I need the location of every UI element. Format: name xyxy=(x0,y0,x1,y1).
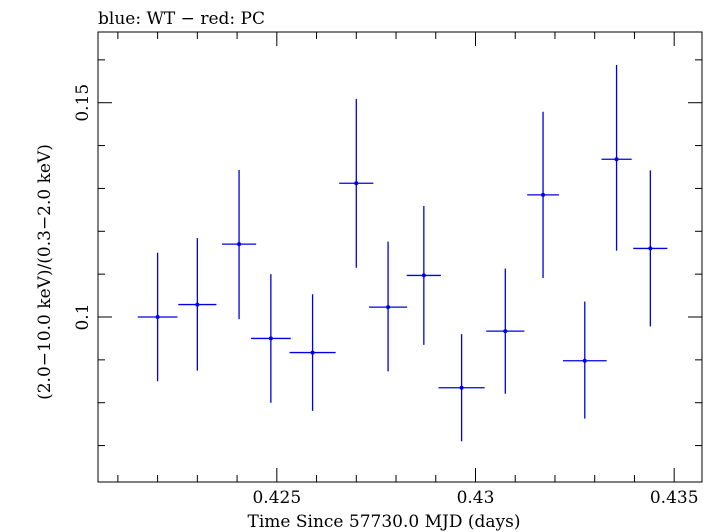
y-tick-label: 0.1 xyxy=(73,303,93,330)
data-point xyxy=(633,170,668,327)
data-point xyxy=(486,268,525,394)
data-point xyxy=(601,65,632,251)
point-marker xyxy=(503,329,508,334)
point-marker xyxy=(614,157,619,162)
x-axis-label: Time Since 57730.0 MJD (days) xyxy=(248,512,521,532)
point-marker xyxy=(195,302,200,307)
data-point xyxy=(339,98,374,268)
y-axis-label: (2.0−10.0 keV)/(0.3−2.0 keV) xyxy=(35,144,55,400)
point-marker xyxy=(237,242,242,247)
data-point xyxy=(406,206,441,345)
data-point xyxy=(289,294,336,411)
data-points xyxy=(137,65,668,442)
data-point xyxy=(137,252,178,382)
data-point xyxy=(527,111,559,278)
point-marker xyxy=(582,358,587,363)
axis-ticks: 0.425 0.43 0.435 0.1 0.15 xyxy=(73,32,702,508)
data-point xyxy=(221,170,257,320)
data-point xyxy=(178,238,217,371)
point-marker xyxy=(310,350,315,355)
point-marker xyxy=(421,273,426,278)
point-marker xyxy=(459,385,464,390)
x-tick-label: 0.425 xyxy=(252,488,301,508)
y-tick-label: 0.15 xyxy=(73,84,93,122)
point-marker xyxy=(541,192,546,197)
point-marker xyxy=(155,315,160,319)
point-marker xyxy=(268,336,273,341)
data-point xyxy=(438,334,485,442)
chart-title: blue: WT − red: PC xyxy=(98,9,265,29)
data-point xyxy=(250,274,291,403)
point-marker xyxy=(354,181,359,186)
data-point xyxy=(369,241,408,372)
x-tick-label: 0.435 xyxy=(650,488,699,508)
point-marker xyxy=(648,246,653,251)
x-tick-label: 0.43 xyxy=(457,488,495,508)
point-marker xyxy=(386,305,391,310)
plot-frame xyxy=(97,31,703,483)
data-point xyxy=(562,301,607,419)
